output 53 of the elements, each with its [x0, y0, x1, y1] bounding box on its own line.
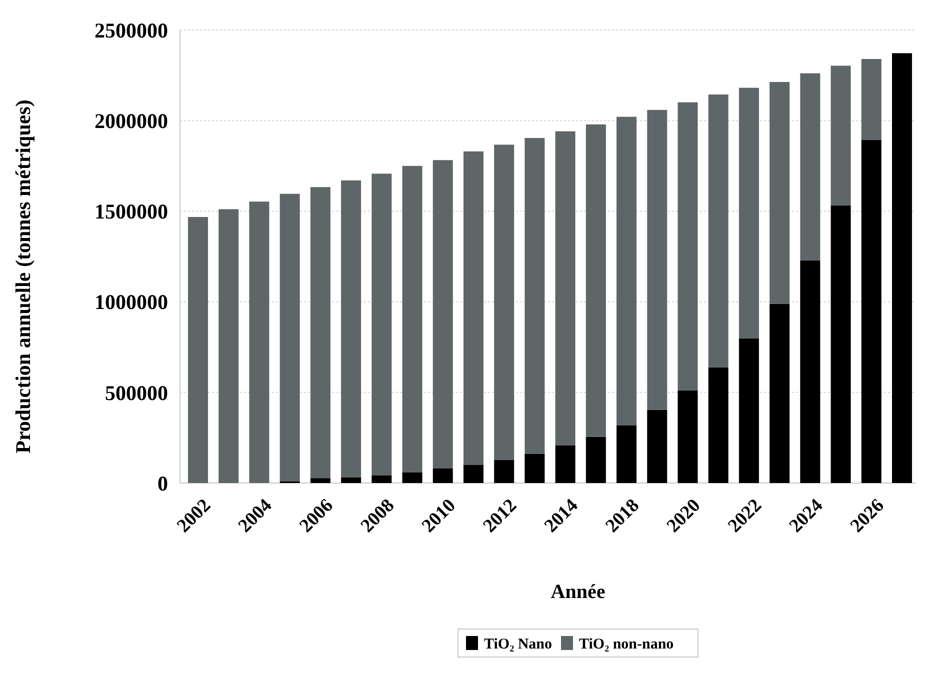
bar	[738, 338, 759, 483]
bar	[280, 194, 300, 482]
bar	[218, 209, 239, 483]
legend-label: TiO₂ non-nano	[579, 636, 674, 652]
bar	[432, 160, 453, 469]
bar	[708, 94, 728, 368]
bar	[494, 144, 514, 460]
bar	[861, 58, 882, 140]
bar	[800, 73, 820, 260]
bar	[372, 174, 392, 476]
bar	[830, 66, 851, 206]
bar	[738, 88, 759, 338]
bar	[647, 410, 668, 483]
y-tick-label: 1000000	[94, 290, 168, 314]
bar	[524, 138, 545, 454]
bar	[678, 390, 698, 483]
y-tick-label: 0	[158, 471, 168, 496]
bar	[616, 116, 637, 426]
bar	[861, 140, 882, 483]
bar	[402, 472, 422, 483]
y-tick-label: 500000	[105, 380, 168, 405]
bar	[830, 205, 851, 483]
bar	[372, 475, 392, 483]
bar	[586, 436, 606, 483]
bar	[463, 151, 484, 465]
y-tick-label: 1500000	[94, 200, 168, 224]
bar	[463, 464, 484, 483]
x-axis-title: Année	[550, 581, 606, 603]
bar	[770, 82, 790, 304]
bar	[586, 124, 606, 437]
bar	[616, 425, 637, 483]
bar	[341, 180, 362, 478]
y-axis-title: Production annuelle (tonnes métriques)	[11, 100, 35, 454]
bar	[800, 260, 820, 483]
bar	[432, 468, 453, 483]
bar	[892, 53, 912, 483]
bar	[310, 187, 330, 478]
y-tick-label: 2000000	[94, 108, 168, 133]
legend-label: TiO₂ Nano	[484, 636, 552, 652]
bar	[647, 110, 668, 410]
bar	[249, 202, 270, 483]
bar	[188, 217, 208, 483]
bar	[555, 131, 576, 446]
bar	[555, 445, 576, 483]
bar	[678, 102, 698, 390]
bar	[708, 367, 728, 483]
bar	[524, 454, 545, 483]
bar	[770, 304, 790, 483]
bar	[310, 478, 330, 483]
bar	[341, 477, 362, 483]
y-tick-label: 2500000	[94, 18, 168, 42]
bar	[494, 460, 514, 483]
bar	[402, 166, 422, 472]
